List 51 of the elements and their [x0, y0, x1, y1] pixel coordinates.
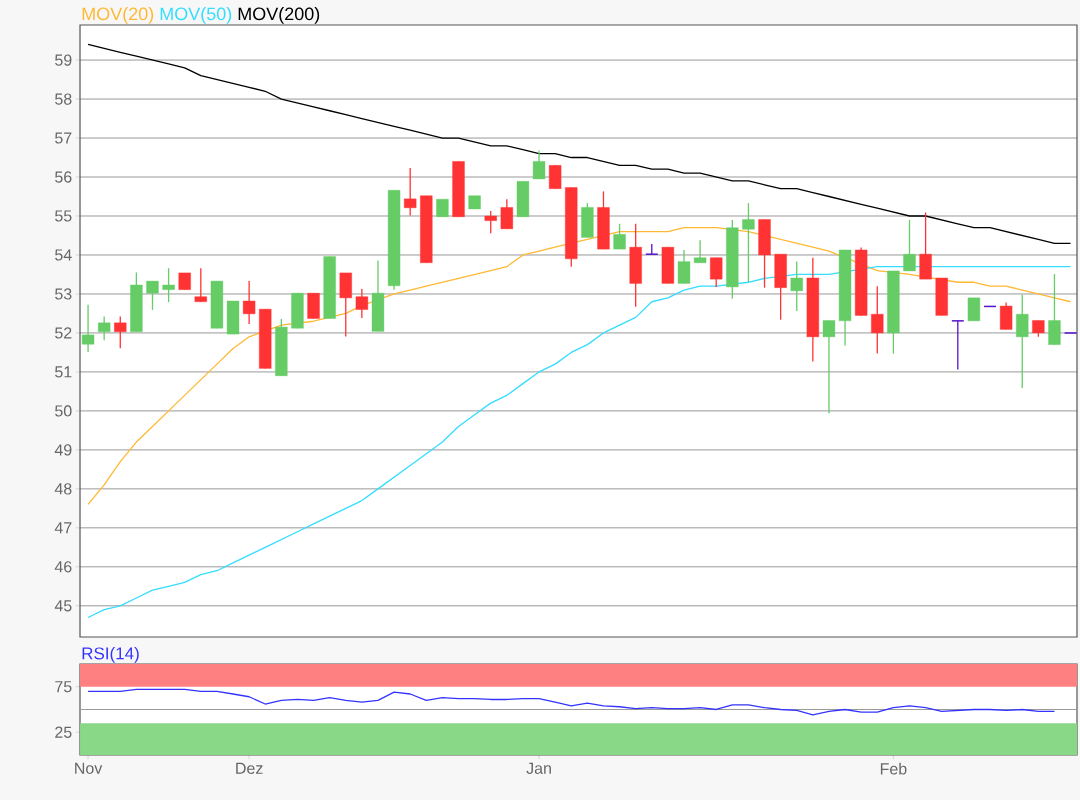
- y-tick-label: 49: [54, 444, 72, 456]
- candlestick: [693, 239, 707, 264]
- y-tick-label: 46: [54, 561, 72, 573]
- y-tick-label: 53: [55, 288, 72, 300]
- candlestick: [194, 267, 207, 303]
- text: MOV(20): [82, 7, 154, 24]
- x-tick-label: Dez: [236, 762, 263, 774]
- candlestick: [999, 301, 1013, 331]
- candlestick: [613, 223, 626, 250]
- candlestick: [790, 260, 803, 312]
- candlestick: [967, 297, 981, 322]
- text: MOV(50): [160, 7, 232, 24]
- y-tick-label: 45: [54, 600, 72, 612]
- candlestick: [822, 319, 836, 414]
- y-tick-label: 50: [55, 405, 72, 417]
- y-tick-label: 25: [55, 726, 72, 738]
- y-tick-label: 56: [55, 171, 72, 183]
- y-tick-label: 75: [55, 681, 72, 693]
- text: MOV(200): [238, 7, 320, 24]
- y-tick-label: 48: [54, 483, 72, 495]
- candlestick: [871, 285, 884, 355]
- candlestick: [677, 249, 691, 285]
- x-tick-label: Feb: [880, 762, 907, 775]
- y-tick-label: 47: [54, 522, 72, 534]
- candlestick: [500, 198, 513, 230]
- candlestick: [242, 280, 256, 325]
- candlestick: [951, 320, 965, 371]
- y-tick-label: 58: [55, 93, 72, 105]
- candlestick: [98, 315, 111, 341]
- y-tick-label: 59: [55, 54, 72, 66]
- candlestick: [1016, 294, 1029, 389]
- chart-title: RSI(14): [82, 646, 139, 663]
- candlestick: [484, 210, 497, 234]
- y-tick-label: 54: [55, 249, 72, 261]
- y-tick-label: 57: [55, 132, 72, 144]
- candlestick: [710, 257, 723, 288]
- y-tick-label: 52: [55, 327, 72, 339]
- candlestick: [404, 167, 417, 217]
- candlestick: [742, 202, 755, 283]
- candlestick: [532, 149, 546, 180]
- candlestick: [903, 219, 916, 272]
- candlestick: [548, 164, 562, 190]
- candlestick: [114, 315, 127, 349]
- y-tick-label: 55: [55, 210, 72, 222]
- candlestick: [146, 280, 159, 311]
- x-tick-label: Nov: [75, 762, 103, 774]
- candlestick: [355, 288, 369, 319]
- candlestick: [162, 267, 175, 303]
- candlestick: [81, 304, 95, 353]
- x-tick-label: Jan: [526, 762, 551, 774]
- y-tick-label: 51: [55, 366, 72, 378]
